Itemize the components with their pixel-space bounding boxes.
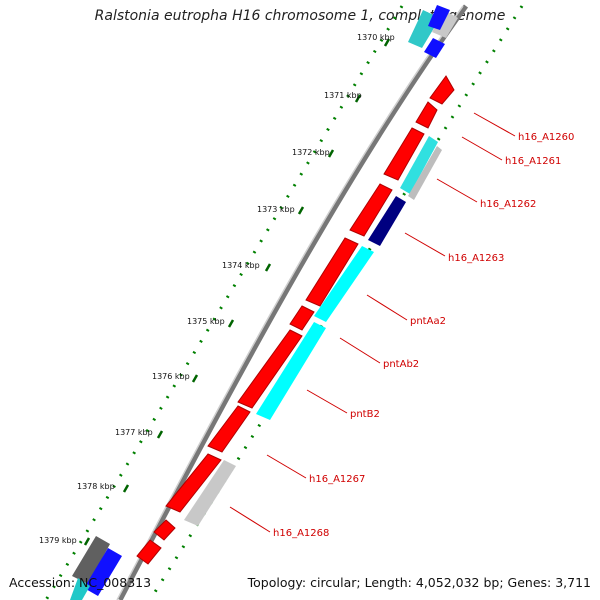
tick-mark [156, 430, 164, 439]
cds-forward [383, 127, 425, 181]
tick-mark [191, 374, 199, 383]
cds-reverse-cyan [314, 246, 374, 322]
tick-mark [297, 206, 305, 215]
cds-reverse-blue [424, 38, 445, 58]
cds-reverse-cyan [400, 136, 438, 194]
tick-label: 1379 kbp [39, 536, 77, 545]
leader-line [366, 294, 408, 321]
cds-forward [165, 453, 222, 513]
leader-line [339, 337, 381, 364]
tick-mark [383, 38, 391, 47]
gene-label: h16_A1261 [505, 156, 561, 167]
cds-forward [305, 237, 359, 307]
tick-label: 1372 kbp [292, 148, 330, 157]
tick-label: 1374 kbp [222, 261, 260, 270]
accession-text: Accession: NC_008313 [9, 575, 152, 590]
map-title: Ralstonia eutropha H16 chromosome 1, com… [94, 8, 506, 24]
chromosome-backbone [117, 4, 469, 600]
cds-reverse-blue [84, 548, 122, 596]
tick-label: 1375 kbp [187, 317, 225, 326]
tick-mark [83, 537, 91, 546]
cds-forward [136, 539, 162, 565]
chromosome-backbone-highlight [116, 5, 464, 600]
cds-dark-blue [368, 196, 406, 246]
cds-reverse-grey [432, 10, 458, 38]
gene-label: pntAa2 [410, 316, 446, 327]
gene-label: h16_A1260 [518, 132, 574, 143]
leader-line [306, 389, 348, 414]
leader-line [473, 112, 516, 137]
gene-label: pntB2 [350, 409, 380, 420]
tick-label: 1376 kbp [152, 372, 190, 381]
cds-forward [349, 183, 393, 237]
cds-reverse-grey [408, 146, 442, 200]
tick-mark [122, 484, 130, 493]
tick-mark [327, 149, 335, 158]
gene-label: h16_A1268 [273, 528, 329, 539]
cds-grey-dark [72, 536, 110, 584]
cds-forward [289, 305, 315, 331]
gene-label: pntAb2 [383, 359, 419, 370]
cds-forward [237, 329, 303, 409]
tick-label: 1371 kbp [324, 91, 362, 100]
cds-reverse-cyan [70, 578, 90, 600]
tick-label: 1378 kbp [77, 482, 115, 491]
cds-reverse-cyan [256, 322, 326, 420]
cds-forward [415, 101, 438, 129]
cds-forward [429, 75, 455, 105]
leader-line [436, 178, 478, 203]
cds-forward [153, 519, 176, 541]
leader-line [461, 136, 503, 161]
cds-reverse-blue [428, 5, 450, 30]
tick-mark [354, 94, 362, 103]
tick-label: 1370 kbp [357, 33, 395, 42]
leader-line [266, 454, 307, 479]
genome-summary-text: Topology: circular; Length: 4,052,032 bp… [247, 575, 591, 590]
tick-mark [227, 319, 235, 328]
cds-forward [207, 405, 251, 453]
tick-mark [264, 263, 272, 272]
leader-line [404, 232, 446, 257]
gene-label: h16_A1263 [448, 253, 504, 264]
gene-label: h16_A1267 [309, 474, 365, 485]
gene-label: h16_A1262 [480, 199, 536, 210]
leader-line [229, 506, 271, 533]
tick-label: 1377 kbp [115, 428, 153, 437]
tick-label: 1373 kbp [257, 205, 295, 214]
cds-reverse-grey [184, 460, 236, 526]
